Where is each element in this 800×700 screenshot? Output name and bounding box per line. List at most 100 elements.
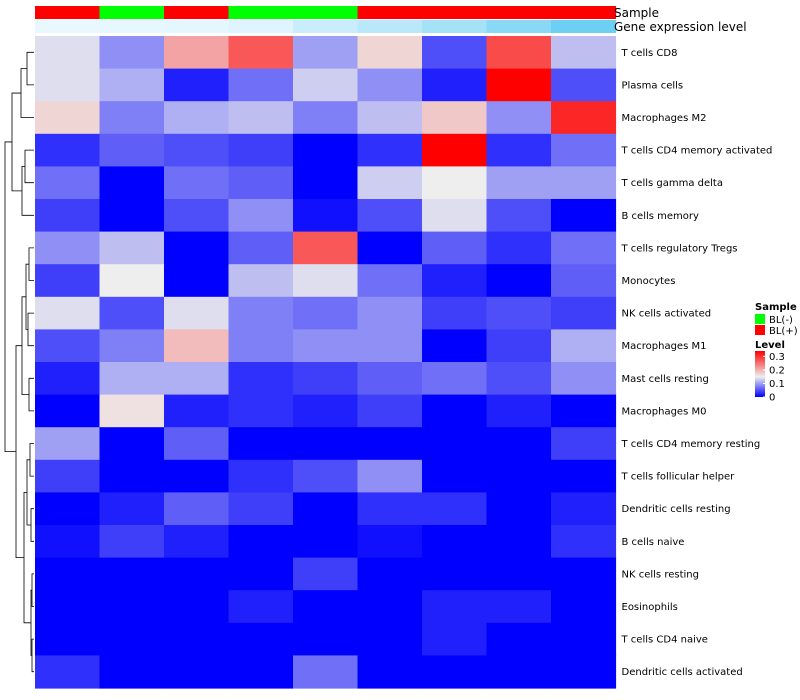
heatmap-cell bbox=[486, 231, 552, 265]
heatmap-cell bbox=[99, 36, 165, 70]
expression-annotation-cell bbox=[228, 20, 294, 33]
expression-annotation-cell bbox=[486, 20, 552, 33]
heatmap-cell bbox=[293, 36, 359, 70]
heatmap-cell bbox=[293, 622, 359, 656]
heatmap-cell bbox=[35, 166, 101, 200]
heatmap-cell bbox=[357, 68, 423, 102]
heatmap-cell bbox=[422, 101, 488, 135]
heatmap-cell bbox=[357, 264, 423, 298]
heatmap-cell bbox=[99, 492, 165, 526]
heatmap-cell bbox=[99, 133, 165, 167]
heatmap-cell bbox=[164, 68, 230, 102]
heatmap-cell bbox=[486, 329, 552, 363]
dendrogram-branch bbox=[30, 508, 34, 542]
heatmap-cell bbox=[293, 590, 359, 624]
heatmap-cell bbox=[164, 101, 230, 135]
row-label: T cells CD4 memory resting bbox=[621, 439, 761, 450]
heatmap-cell bbox=[99, 525, 165, 559]
heatmap-cell bbox=[228, 264, 294, 298]
dendrogram-branch bbox=[31, 573, 34, 607]
heatmap-cell bbox=[422, 655, 488, 689]
heatmap-cell bbox=[422, 329, 488, 363]
heatmap-cell bbox=[293, 264, 359, 298]
heatmap-cell bbox=[551, 590, 617, 624]
row-label: Macrophages M0 bbox=[622, 406, 707, 417]
heatmap-cell bbox=[35, 36, 101, 70]
dendrogram-branch bbox=[26, 51, 34, 86]
heatmap-cell bbox=[293, 557, 359, 591]
dendrogram-branch bbox=[25, 263, 29, 330]
heatmap-cell bbox=[35, 133, 101, 167]
heatmap-cell bbox=[99, 590, 165, 624]
row-labels: T cells CD8 Plasma cells Macrophages M2 T c… bbox=[621, 48, 773, 678]
heatmap-cell bbox=[422, 133, 488, 167]
heatmap-cell bbox=[486, 590, 552, 624]
heatmap-cell bbox=[164, 590, 230, 624]
row-label: T cells gamma delta bbox=[621, 178, 723, 189]
heatmap-cell bbox=[228, 492, 294, 526]
row-label: T cells regulatory Tregs bbox=[621, 243, 738, 254]
heatmap-cell bbox=[293, 231, 359, 265]
legend-swatch-bl-pos bbox=[755, 325, 765, 335]
heatmap-cell bbox=[357, 231, 423, 265]
heatmap-cell bbox=[99, 231, 165, 265]
heatmap-cell bbox=[228, 427, 294, 461]
heatmap-cell bbox=[164, 394, 230, 428]
sample-annotation-cell bbox=[422, 6, 488, 19]
heatmap-cell bbox=[228, 166, 294, 200]
legend-level-title: Level bbox=[755, 340, 785, 351]
row-label: Dendritic cells resting bbox=[622, 504, 731, 515]
heatmap-cell bbox=[422, 492, 488, 526]
heatmap-cell bbox=[422, 264, 488, 298]
legend: Sample BL(-) BL(+) Level 0.3 0.2 0.1 0 bbox=[755, 302, 798, 404]
heatmap-cell bbox=[551, 362, 617, 396]
heatmap-cell bbox=[99, 427, 165, 461]
heatmap-cell bbox=[35, 655, 101, 689]
sample-annotation-cell bbox=[486, 6, 552, 19]
row-label: Macrophages M1 bbox=[622, 341, 707, 352]
heatmap-cell bbox=[422, 166, 488, 200]
heatmap-cell bbox=[357, 590, 423, 624]
heatmap-cell bbox=[486, 394, 552, 428]
heatmap-cell bbox=[357, 36, 423, 70]
expression-annotation-cell bbox=[422, 20, 488, 33]
expression-annotation-track bbox=[35, 20, 617, 33]
heatmap-cell bbox=[551, 492, 617, 526]
heatmap-cell bbox=[228, 362, 294, 396]
heatmap-cell bbox=[357, 427, 423, 461]
heatmap-cell bbox=[99, 655, 165, 689]
heatmap-cell bbox=[486, 36, 552, 70]
heatmap-cell bbox=[357, 394, 423, 428]
expression-annotation-cell bbox=[357, 20, 423, 33]
heatmap-cell bbox=[551, 394, 617, 428]
heatmap-cell bbox=[99, 296, 165, 330]
heatmap-cell bbox=[99, 166, 165, 200]
row-label: Eosinophils bbox=[622, 602, 678, 613]
heatmap-cell bbox=[228, 557, 294, 591]
heatmap-cell bbox=[357, 557, 423, 591]
heatmap-cell bbox=[99, 68, 165, 102]
heatmap-cell bbox=[293, 459, 359, 493]
sample-annotation-cell bbox=[551, 6, 617, 19]
heatmap-cell bbox=[551, 68, 617, 102]
heatmap-cell bbox=[228, 101, 294, 135]
heatmap-cell bbox=[228, 296, 294, 330]
heatmap-cell bbox=[35, 394, 101, 428]
heatmap-cell bbox=[99, 101, 165, 135]
heatmap-cell bbox=[164, 655, 230, 689]
heatmap-cell bbox=[228, 590, 294, 624]
heatmap-cell bbox=[486, 492, 552, 526]
heatmap-cell bbox=[228, 394, 294, 428]
heatmap-cell bbox=[35, 525, 101, 559]
row-label: B cells naive bbox=[622, 537, 685, 548]
legend-swatch-bl-neg bbox=[755, 314, 765, 324]
dendrogram-branch bbox=[20, 68, 34, 118]
row-label: T cells CD4 memory activated bbox=[621, 146, 773, 157]
dendrogram-branch bbox=[27, 312, 34, 347]
heatmap-cell bbox=[486, 525, 552, 559]
heatmap-cell bbox=[35, 459, 101, 493]
legend-label-bl-neg: BL(-) bbox=[769, 315, 793, 326]
heatmap-cell bbox=[35, 557, 101, 591]
heatmap-cell bbox=[551, 655, 617, 689]
heatmap-cell bbox=[357, 459, 423, 493]
